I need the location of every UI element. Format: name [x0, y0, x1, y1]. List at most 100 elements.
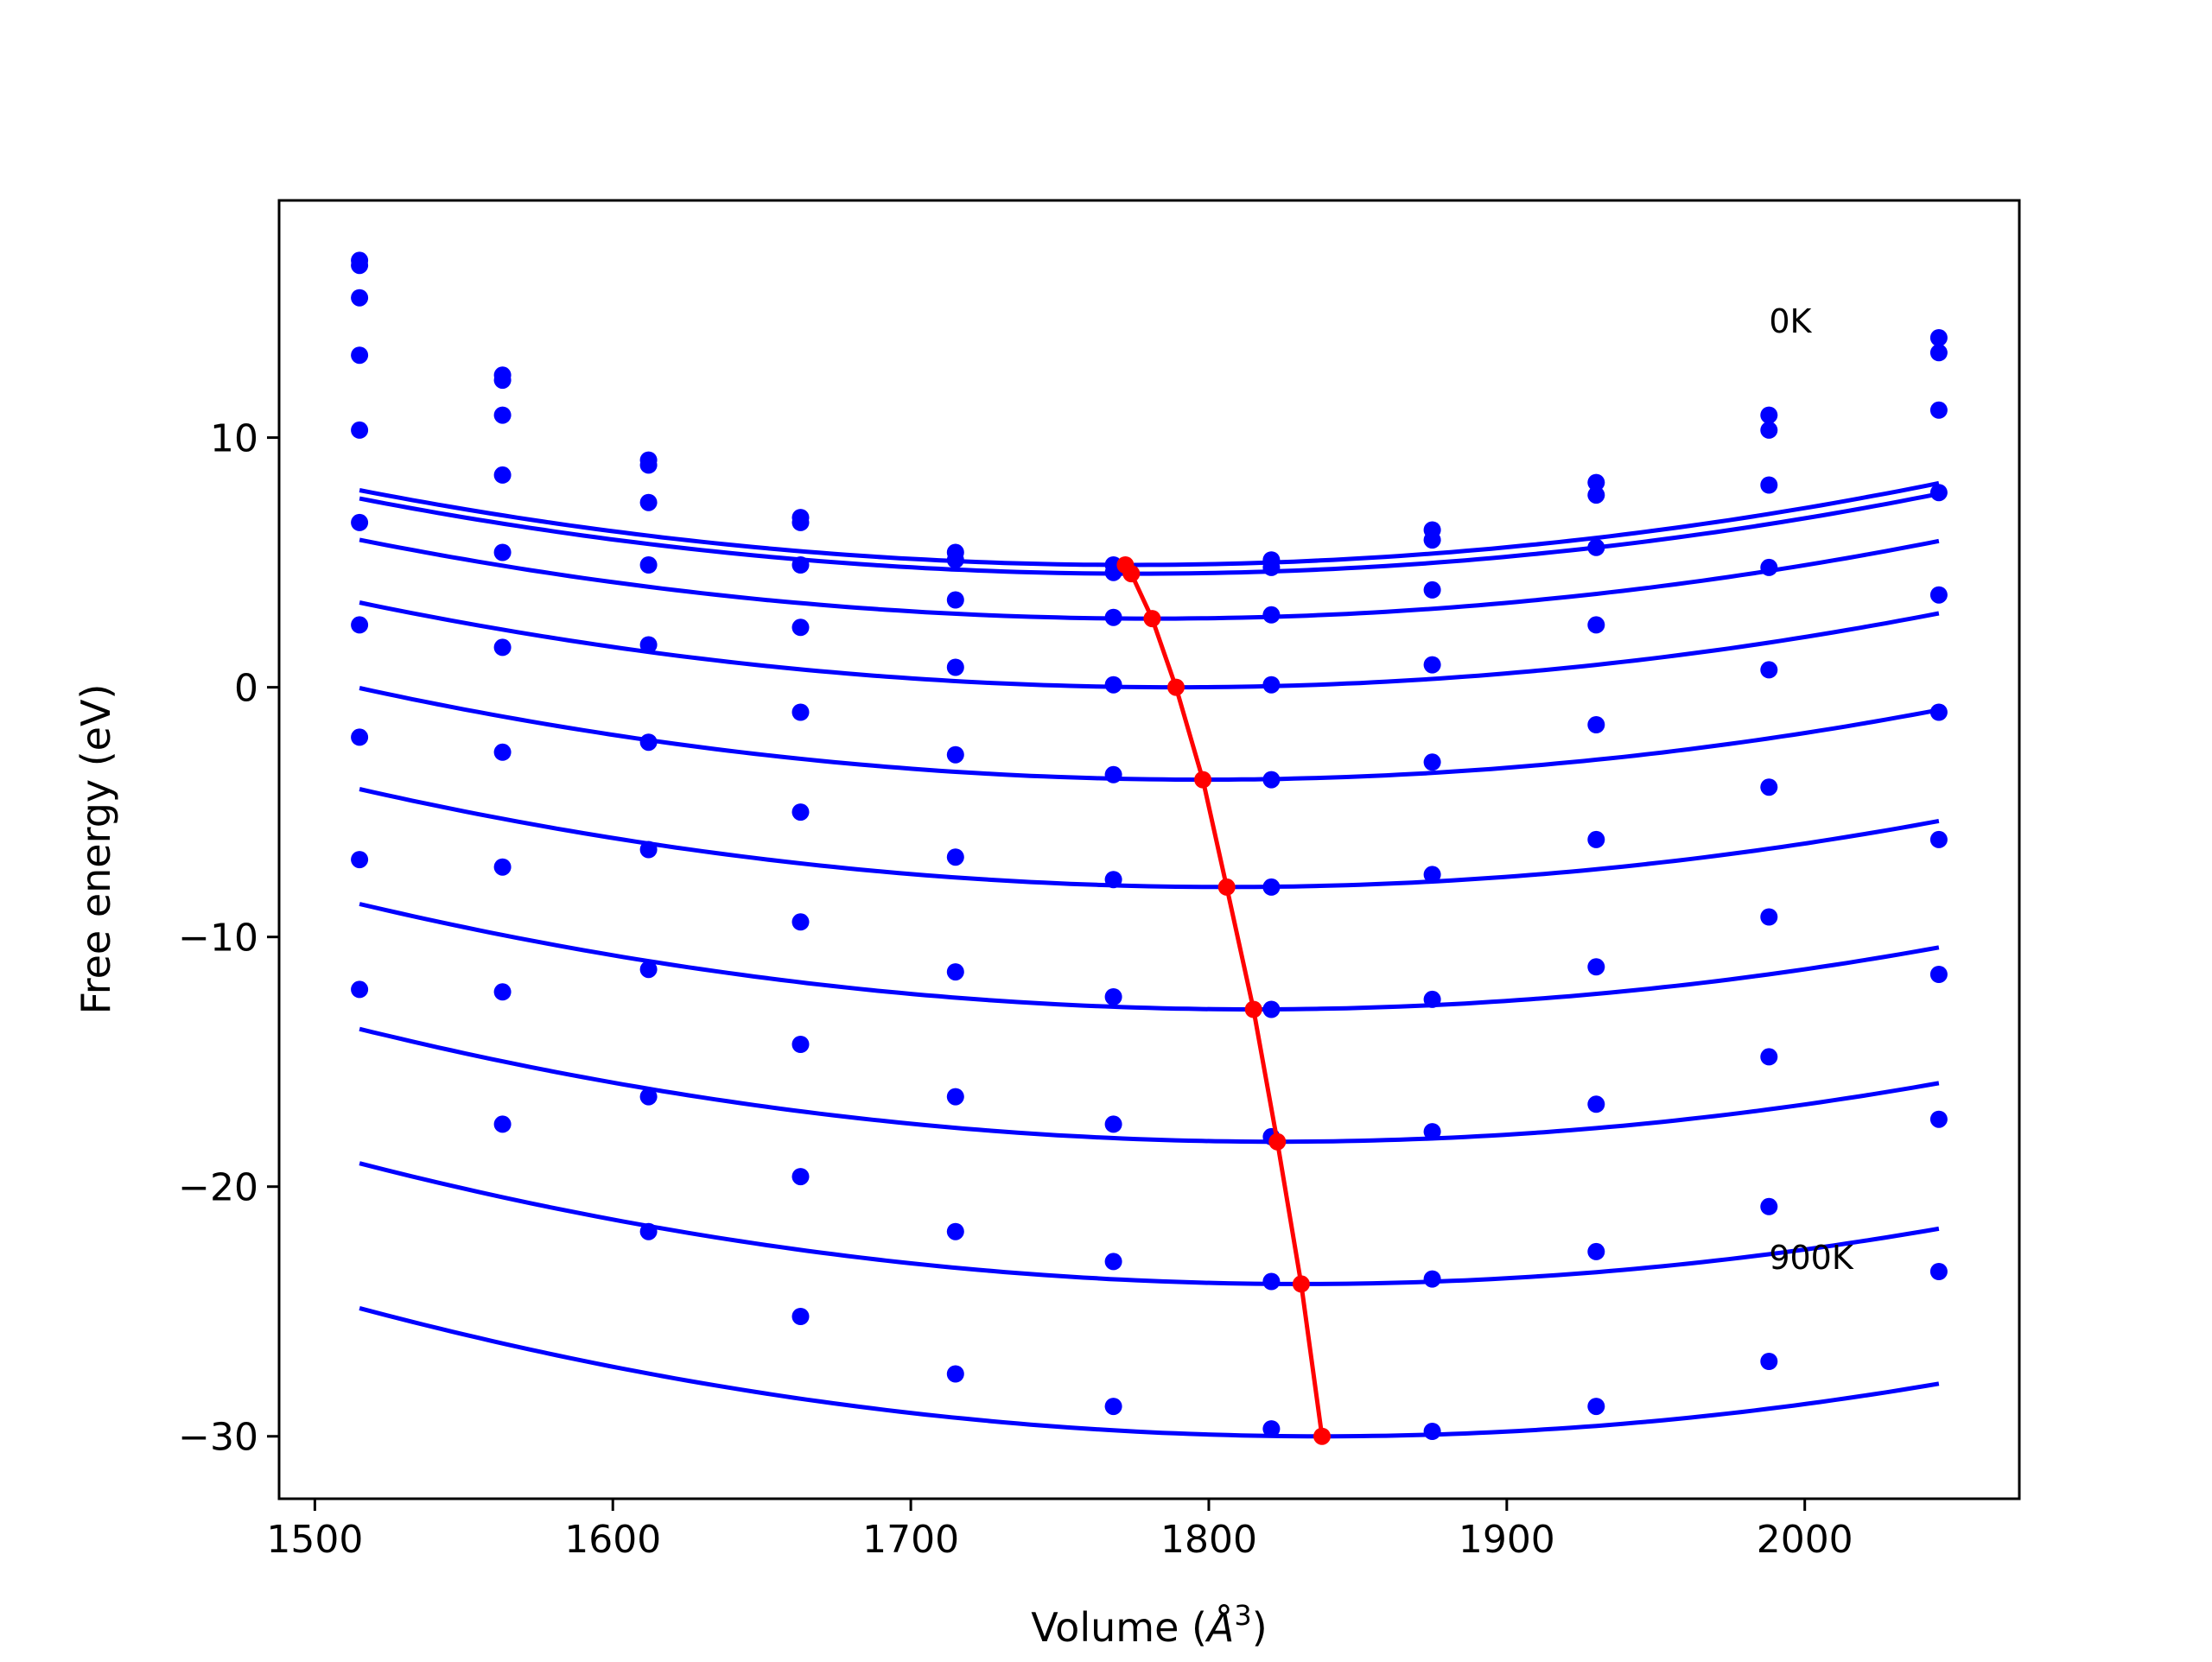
data-point-s7-p8	[1423, 990, 1441, 1008]
y-tick-label-4: −30	[178, 1416, 258, 1460]
data-point-s8-p4	[791, 1036, 810, 1053]
data-point-s10-p11	[1929, 1263, 1948, 1280]
data-point-s7-p1	[351, 616, 369, 634]
data-point-s8-p2	[493, 858, 512, 876]
data-point-s7-p9	[1587, 958, 1605, 976]
data-point-s7-p7	[1262, 1000, 1281, 1018]
data-point-s7-p3	[639, 841, 658, 859]
fit-curve-9	[359, 1161, 1940, 1286]
data-point-s2-p5	[946, 551, 964, 569]
data-point-s8-p3	[639, 961, 658, 979]
data-point-s3-p9	[1587, 538, 1605, 556]
y-axis: 10 0 −10 −20 −30	[178, 417, 279, 1460]
data-point-s3-p6	[1104, 608, 1122, 626]
y-tick-label-2: −10	[178, 917, 258, 961]
data-point-s7-p5	[946, 963, 964, 981]
fit-curve-10	[359, 1305, 1940, 1439]
data-point-s9-p9	[1587, 1242, 1605, 1260]
data-point-s4-p3	[639, 556, 658, 574]
data-point-s2-p9	[1587, 486, 1605, 504]
data-point-s7-p11	[1929, 830, 1948, 848]
data-point-s1-p11	[1929, 329, 1948, 346]
annotations: 0K 900K	[1769, 302, 1854, 1277]
plot-layer	[351, 251, 1948, 1445]
data-point-s2-p11	[1929, 344, 1948, 362]
x-tick-label-1600: 1600	[564, 1518, 661, 1562]
data-point-s10-p10	[1760, 1353, 1778, 1370]
data-point-s5-p11	[1929, 586, 1948, 604]
data-point-s4-p2	[493, 466, 512, 484]
fit-curve-6	[359, 787, 1940, 890]
fit-curve-1	[359, 480, 1940, 568]
data-point-s6-p11	[1929, 703, 1948, 721]
y-tick-label-3: −20	[178, 1166, 258, 1210]
data-point-s4-p1	[351, 346, 369, 365]
data-point-s10-p6	[1104, 1398, 1122, 1416]
annotation-0k: 0K	[1769, 302, 1812, 340]
data-point-s8-p5	[946, 1088, 964, 1106]
y-tick-label-1: 0	[234, 667, 258, 711]
minimum-point-5	[1194, 771, 1212, 789]
data-point-s7-p6	[1104, 988, 1122, 1005]
data-point-s9-p11	[1929, 1110, 1948, 1128]
data-point-s3-p10	[1760, 476, 1778, 494]
data-point-s5-p2	[493, 543, 512, 561]
minimum-point-7	[1244, 1000, 1262, 1018]
data-point-s5-p4	[791, 703, 810, 721]
data-point-s9-p10	[1760, 1197, 1778, 1215]
data-point-s5-p8	[1423, 753, 1441, 771]
data-point-s5-p1	[351, 421, 369, 439]
minimum-point-10	[1313, 1427, 1331, 1445]
data-point-s8-p1	[351, 728, 369, 746]
data-point-s6-p10	[1760, 778, 1778, 796]
fit-curve-5	[359, 686, 1940, 783]
data-point-s10-p3	[639, 1222, 658, 1240]
data-point-s9-p8	[1423, 1270, 1441, 1288]
data-point-s3-p4	[791, 556, 810, 574]
data-point-s2-p3	[639, 456, 658, 474]
minimum-point-9	[1292, 1275, 1310, 1293]
data-point-s2-p10	[1760, 421, 1778, 439]
x-tick-label-1700: 1700	[862, 1518, 959, 1562]
fit-curve-7	[359, 902, 1940, 1012]
data-point-s3-p2	[493, 406, 512, 424]
data-point-s6-p1	[351, 513, 369, 531]
data-point-s9-p4	[791, 1168, 810, 1186]
data-point-s1-p9	[1587, 473, 1605, 492]
data-point-s10-p1	[351, 980, 369, 999]
data-point-s6-p2	[493, 638, 512, 657]
minimum-point-2	[1122, 565, 1141, 583]
data-point-s10-p5	[946, 1365, 964, 1383]
data-point-s5-p10	[1760, 661, 1778, 679]
data-point-s3-p7	[1262, 606, 1281, 624]
data-point-s4-p4	[791, 618, 810, 637]
data-point-s10-p7	[1262, 1420, 1281, 1438]
data-point-s5-p3	[639, 636, 658, 654]
plot-frame	[277, 199, 2021, 1500]
minimum-point-3	[1143, 610, 1161, 628]
x-tick-label-1500: 1500	[266, 1518, 363, 1562]
data-point-s8-p8	[1423, 1123, 1441, 1141]
x-tick-label-2000: 2000	[1757, 1518, 1853, 1562]
x-axis: 1500 1600 1700 1800 1900 2000	[266, 1499, 1853, 1562]
data-point-s2-p1	[351, 257, 369, 275]
data-point-s2-p7	[1262, 558, 1281, 576]
data-point-s5-p5	[946, 745, 964, 764]
data-point-s1-p10	[1760, 406, 1778, 424]
data-point-s9-p5	[946, 1222, 964, 1240]
x-tick-label-1800: 1800	[1160, 1518, 1257, 1562]
data-point-s8-p6	[1104, 1115, 1122, 1133]
data-point-s9-p3	[639, 1088, 658, 1106]
data-point-s7-p10	[1760, 908, 1778, 926]
data-point-s6-p6	[1104, 871, 1122, 889]
data-point-s9-p1	[351, 851, 369, 869]
data-point-s8-p10	[1760, 1048, 1778, 1066]
data-point-s6-p4	[791, 803, 810, 821]
data-point-s3-p5	[946, 591, 964, 609]
x-tick-label-1900: 1900	[1459, 1518, 1555, 1562]
data-point-s6-p9	[1587, 830, 1605, 848]
data-point-s6-p5	[946, 848, 964, 866]
data-point-s10-p4	[791, 1308, 810, 1325]
